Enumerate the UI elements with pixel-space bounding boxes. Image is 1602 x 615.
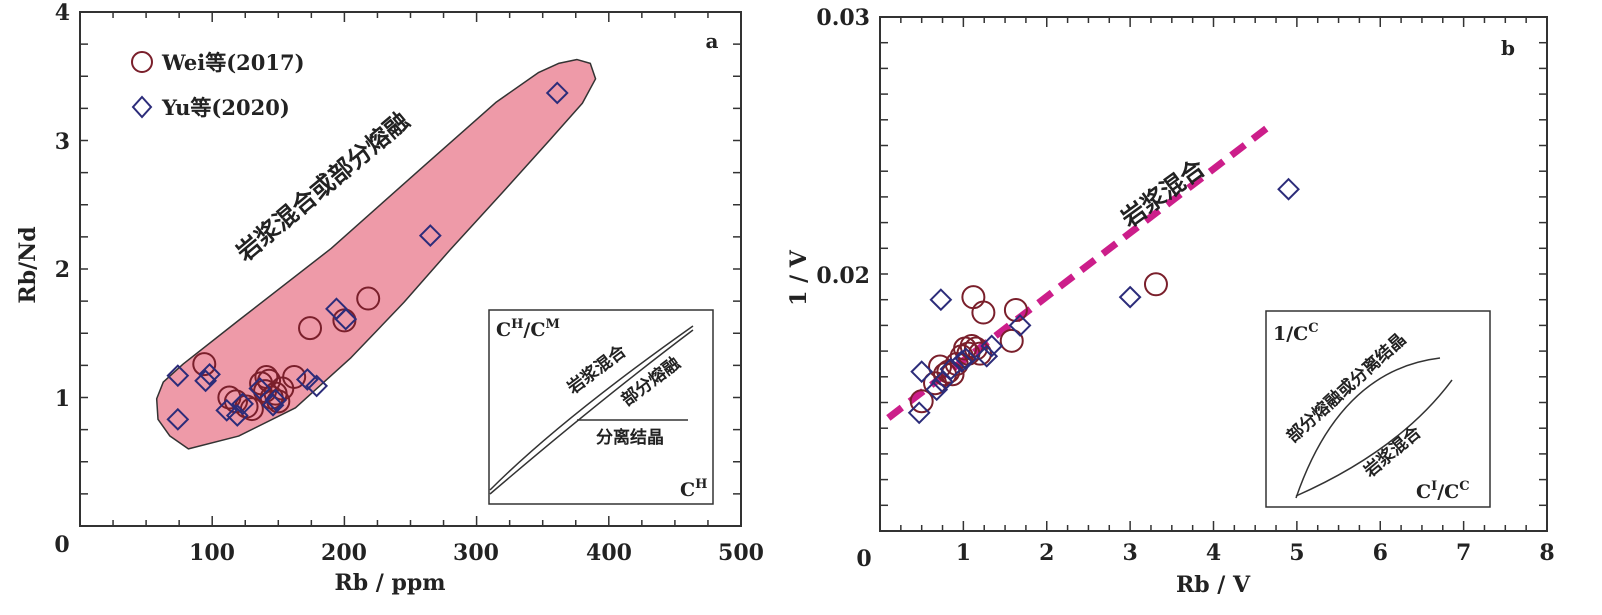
panel-a-y-tick-1: 1 [55,386,70,412]
panel-a-ticks [79,11,742,527]
panel-a-y-tick-2: 2 [55,257,70,283]
panel-b-x-tick-7: 7 [1456,540,1471,566]
yu-2020-point [1118,285,1142,309]
yu-2020-point [1277,177,1300,201]
yu-2020-point [939,357,963,381]
wei-2017-point [282,364,307,389]
inset-a-label-fractional-crystallization: 分离结晶 [596,427,664,448]
panel-a-x-tick-500: 500 [718,540,764,566]
panel-a-x-tick-300: 300 [453,540,499,566]
yu-2020-point [334,307,358,331]
yu-2020-point [305,374,329,398]
inset-b-corner-sup2: C [1459,479,1469,494]
inset-a-corner-c: C [680,479,695,501]
panel-b-x-tick-2: 2 [1039,540,1054,566]
wei-2017-point [968,341,993,366]
wei-2017-point [961,285,986,310]
legend-label-yu: Yu等(2020) [161,95,290,120]
yu-2020-point [215,398,239,422]
inset-a-corner-sup: H [695,477,707,492]
wei-2017-point [909,389,934,414]
yu-2020-point [194,369,218,393]
panel-a-x-tick-100: 100 [189,540,235,566]
inset-a-curve-partial-melting [489,329,694,495]
inset-b-top-sup: C [1308,321,1318,336]
panel-b-origin-label: 0 [856,546,871,572]
inset-b-corner-label: CI/CC [1416,479,1470,503]
yu-2020-point [950,349,974,373]
inset-b-top-c: 1/C [1273,323,1308,345]
inset-b-corner-c: C [1416,481,1431,503]
inset-b: 1/CC CI/CC 部分熔融或分离结晶 岩浆混合 [1265,310,1491,508]
panel-b-x-tick-6: 6 [1373,540,1388,566]
panel-a-y-tick-4: 4 [55,0,70,26]
legend-label-wei: Wei等(2017) [161,50,305,75]
panel-b: 0 1 2 3 4 5 6 7 8 0.02 0.03 Rb / V 1 / V… [786,5,1555,598]
panel-b-y-tick-002: 0.02 [816,263,870,289]
panel-b-x-tick-4: 4 [1206,540,1221,566]
wei-2017-point [298,316,323,341]
panel-a-x-tick-400: 400 [586,540,632,566]
inset-b-top-label: 1/CC [1273,321,1319,345]
panel-b-tag: b [1501,36,1515,60]
inset-b-curve-magma-mixing [1295,379,1453,497]
yu-2020-point [166,407,190,431]
panel-a: 0 100 200 300 400 500 1 2 3 4 Rb / ppm R… [15,0,764,596]
trend-line-label: 岩浆混合 [1115,153,1211,233]
panel-b-x-axis-title: Rb / V [1176,572,1251,598]
wei-2017-point [356,286,381,311]
panel-b-y-tick-003: 0.03 [816,5,870,31]
panel-b-x-tick-5: 5 [1289,540,1304,566]
panel-b-y-axis-title: 1 / V [786,249,812,306]
panel-b-markers [907,177,1300,425]
panel-b-x-tick-3: 3 [1122,540,1137,566]
panel-a-y-axis-title: Rb/Nd [15,226,41,303]
panel-b-x-tick-8: 8 [1539,540,1554,566]
inset-a-top-label: CH/CM [496,317,560,341]
inset-a-corner-label: CH [680,477,707,501]
inset-b-corner-mid: /C [1437,481,1459,503]
panel-b-x-tick-1: 1 [956,540,971,566]
inset-b-curve-melting-or-crystallization [1295,357,1441,499]
panel-a-x-axis-title: Rb / ppm [334,570,445,596]
yu-2020-point [980,334,1004,358]
wei-2017-point [971,300,996,325]
panel-a-origin-label: 0 [54,532,69,558]
inset-a-top-sup: H [511,317,523,332]
yu-2020-point [907,401,931,425]
legend-circle-marker [131,51,153,73]
inset-a-top-c: C [496,319,511,341]
inset-a-top-mid: /C [523,319,545,341]
yu-2020-point [295,368,319,391]
inset-a-curve-magma-mixing [489,325,694,491]
panel-a-markers [166,81,569,431]
panel-a-tag: a [706,29,719,53]
yu-2020-point [198,362,221,386]
inset-a-top-sup2: M [545,317,559,332]
legend-diamond-marker [131,95,153,119]
yu-2020-point [545,81,569,105]
yu-2020-point [231,392,255,416]
yu-2020-point [954,347,978,371]
panel-a-x-tick-200: 200 [321,540,367,566]
yu-2020-point [925,378,949,402]
inset-b-corner-sup: I [1431,479,1437,494]
panel-b-ticks [879,16,1548,532]
inset-b-frame [1265,310,1491,508]
yu-2020-point [248,377,272,400]
yu-2020-point [910,360,934,384]
wei-2017-point [999,328,1024,353]
panel-a-y-tick-3: 3 [55,129,70,155]
wei-2017-point [192,352,217,377]
yu-2020-point [1008,313,1032,337]
inset-a: CH/CM CH 岩浆混合 部分熔融 分离结晶 [488,309,714,505]
legend: Wei等(2017) Yu等(2020) [131,50,305,120]
yu-2020-point [929,288,953,312]
wei-2017-point [1143,272,1168,297]
yu-2020-point [166,364,190,388]
region-magma-mixing-or-partial-melting [155,58,597,450]
yu-2020-point [264,388,288,412]
yu-2020-point [418,224,442,248]
